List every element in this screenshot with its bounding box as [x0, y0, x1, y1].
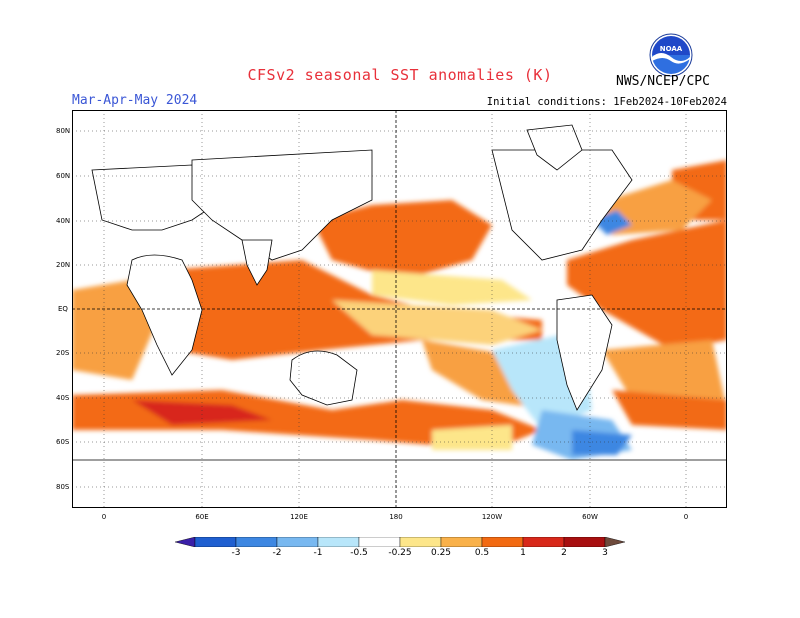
colorbar-segment [194, 537, 237, 547]
colorbar-tick-label: -1 [313, 548, 323, 558]
lon-label-120e: 120E [290, 513, 308, 521]
colorbar-tick-label: -0.25 [388, 548, 412, 558]
colorbar-segment [358, 537, 401, 547]
initial-conditions-label: Initial conditions: 1Feb2024-10Feb2024 [486, 96, 727, 108]
lat-label-80s: 80S [56, 483, 70, 491]
lat-label-40s: 40S [56, 394, 70, 402]
season-label: Mar-Apr-May 2024 [72, 93, 198, 108]
colorbar-tick-label: -2 [272, 548, 282, 558]
lon-label-180: 180 [389, 513, 403, 521]
colorbar-segment [481, 537, 524, 547]
colorbar-tick-label: 2 [561, 548, 567, 558]
lon-label-60w: 60W [582, 513, 598, 521]
colorbar-tick-label: -0.5 [350, 548, 368, 558]
organization-label: NWS/NCEP/CPC [616, 74, 710, 89]
lat-label-60n: 60N [56, 172, 71, 180]
lat-label-40n: 40N [56, 217, 71, 225]
lat-label-20s: 20S [56, 349, 70, 357]
colorbar-tick-label: 0.5 [474, 548, 490, 558]
colorbar-segment [399, 537, 442, 547]
sst-anomaly-map [72, 110, 727, 508]
map-title: CFSv2 seasonal SST anomalies (K) [247, 66, 553, 84]
colorbar-segment [276, 537, 319, 547]
colorbar-segment [317, 537, 360, 547]
colorbar-arrow-low [175, 537, 196, 547]
colorbar-tick-label: 0.25 [430, 548, 452, 558]
colorbar-segment [563, 537, 606, 547]
lon-label-60e: 60E [195, 513, 209, 521]
colorbar-segment [235, 537, 278, 547]
lon-label-120w: 120W [481, 513, 503, 521]
colorbar [175, 537, 625, 547]
lat-label-60s: 60S [56, 438, 70, 446]
lat-label-20n: 20N [56, 261, 71, 269]
colorbar-tick-label: -3 [231, 548, 241, 558]
lon-label-0: 0 [101, 513, 107, 521]
colorbar-tick-label: 1 [520, 548, 526, 558]
noaa-logo: NOAA [649, 33, 693, 77]
colorbar-segment [440, 537, 483, 547]
lat-label-80n: 80N [56, 127, 71, 135]
colorbar-arrow-high [604, 537, 625, 547]
svg-text:NOAA: NOAA [660, 45, 683, 53]
colorbar-tick-label: 3 [602, 548, 608, 558]
lat-label-eq: EQ [58, 305, 68, 313]
lon-label-0-east: 0 [683, 513, 689, 521]
colorbar-segment [522, 537, 565, 547]
